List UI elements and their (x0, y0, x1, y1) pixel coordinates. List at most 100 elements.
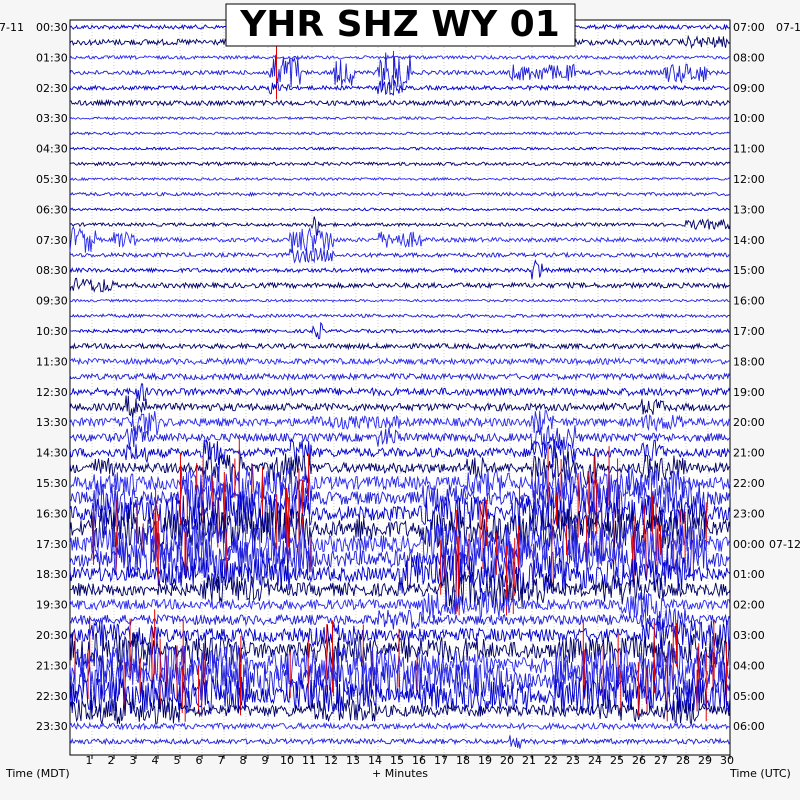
left-hour-label: 05:30 (36, 173, 68, 186)
right-hour-label: 02:00 (733, 599, 765, 612)
left-hour-label: 08:30 (36, 264, 68, 277)
right-hour-label: 09:00 (733, 82, 765, 95)
trace-row-14 (69, 226, 731, 253)
x-tick-label: 4 (152, 754, 159, 767)
x-tick-label: 9 (262, 754, 269, 767)
x-tick-label: 13 (346, 754, 360, 767)
left-date-label: 07-11 (0, 21, 24, 34)
right-hour-label: 08:00 (733, 51, 765, 64)
x-tick-label: 6 (196, 754, 203, 767)
left-hour-label: 00:30 (36, 21, 68, 34)
left-hour-label: 02:30 (36, 82, 68, 95)
title-box (225, 3, 576, 47)
left-time-axis: 00:30 01:30 02:30 03:30 04:30 05:30 06:30 07:30… (36, 21, 68, 733)
left-hour-label: 12:30 (36, 386, 68, 399)
left-hour-label: 17:30 (36, 538, 68, 551)
right-hour-label: 07:00 (733, 21, 765, 34)
trace-row-5 (70, 98, 731, 108)
left-hour-label: 07:30 (36, 234, 68, 247)
trace-row-45 (69, 696, 731, 725)
right-hour-label: 04:00 (733, 659, 765, 672)
x-axis-title: + Minutes (372, 767, 428, 780)
x-tick-label: 29 (698, 754, 712, 767)
left-hour-label: 10:30 (36, 325, 68, 338)
trace-row-4 (69, 80, 731, 96)
x-minute-axis: 1 2 3 4 5 6 7 8 9 10 11 12 13 14 15 16 17 18 19 20 21 22 23 24 2… (86, 754, 735, 767)
seismic-traces (69, 23, 731, 749)
right-hour-label: 16:00 (733, 295, 765, 308)
x-tick-label: 25 (610, 754, 624, 767)
trace-row-28 (69, 438, 731, 468)
left-hour-label: 15:30 (36, 477, 68, 490)
trace-row-11 (69, 191, 731, 198)
x-tick-label: 23 (566, 754, 580, 767)
trace-row-17 (69, 277, 730, 293)
right-hour-label: 00:00 (733, 538, 765, 551)
left-hour-label: 22:30 (36, 690, 68, 703)
trace-row-46 (69, 721, 731, 731)
right-hour-label: 15:00 (733, 264, 765, 277)
right-hour-label: 13:00 (733, 203, 765, 216)
right-hour-label: 22:00 (733, 477, 765, 490)
x-tick-label: 24 (588, 754, 602, 767)
x-tick-label: 20 (500, 754, 514, 767)
x-tick-label: 5 (174, 754, 181, 767)
right-hour-label: 06:00 (733, 720, 765, 733)
left-hour-label: 01:30 (36, 51, 68, 64)
right-hour-label: 17:00 (733, 325, 765, 338)
x-tick-label: 16 (412, 754, 426, 767)
x-tick-label: 22 (544, 754, 558, 767)
x-tick-label: 7 (218, 754, 225, 767)
right-hour-label: 03:00 (733, 629, 765, 642)
right-hour-label: 23:00 (733, 507, 765, 520)
trace-row-2 (69, 54, 731, 61)
x-tick-label: 28 (676, 754, 690, 767)
x-tick-label: 12 (324, 754, 338, 767)
trace-row-20 (69, 321, 731, 340)
left-hour-label: 13:30 (36, 416, 68, 429)
trace-row-37 (69, 571, 731, 608)
trace-row-26 (69, 410, 731, 436)
trace-row-38 (69, 590, 731, 620)
right-axis-title: Time (UTC) (729, 767, 791, 780)
right-time-axis: 07:00 08:00 09:00 10:00 11:00 12:00 13:00 14:00… (733, 21, 800, 733)
trace-row-44 (69, 677, 731, 715)
chart-title: YHR SHZ WY 01 (239, 4, 560, 45)
left-hour-label: 20:30 (36, 629, 68, 642)
trace-row-8 (69, 146, 731, 151)
x-tick-label: 1 (86, 754, 93, 767)
left-hour-label: 18:30 (36, 568, 68, 581)
trace-row-9 (69, 160, 731, 167)
right-date-change-label: 07-12 (769, 538, 800, 551)
x-tick-label: 30 (720, 754, 734, 767)
trace-row-41 (69, 632, 731, 669)
x-tick-label: 18 (456, 754, 470, 767)
trace-row-35 (69, 538, 731, 580)
x-tick-label: 11 (302, 754, 316, 767)
trace-row-6 (69, 115, 731, 121)
trace-row-47 (69, 735, 731, 749)
trace-row-39 (69, 608, 731, 633)
trace-row-31 (69, 479, 731, 517)
left-hour-label: 14:30 (36, 447, 68, 460)
trace-row-22 (69, 356, 731, 367)
x-tick-label: 15 (390, 754, 404, 767)
trace-row-27 (69, 424, 731, 451)
x-tick-label: 19 (478, 754, 492, 767)
trace-row-15 (69, 247, 731, 264)
trace-row-25 (69, 395, 731, 418)
left-axis-title: Time (MDT) (5, 767, 70, 780)
right-hour-label: 19:00 (733, 386, 765, 399)
x-tick-label: 17 (434, 754, 448, 767)
trace-row-23 (69, 372, 731, 382)
trace-row-7 (69, 131, 731, 136)
trace-row-36 (69, 553, 731, 595)
trace-row-29 (69, 451, 731, 486)
right-hour-label: 01:00 (733, 568, 765, 581)
trace-row-13 (69, 216, 731, 237)
left-hour-label: 04:30 (36, 143, 68, 156)
trace-row-3 (69, 52, 730, 93)
x-tick-label: 10 (280, 754, 294, 767)
x-tick-label: 8 (240, 754, 247, 767)
left-hour-label: 16:30 (36, 507, 68, 520)
